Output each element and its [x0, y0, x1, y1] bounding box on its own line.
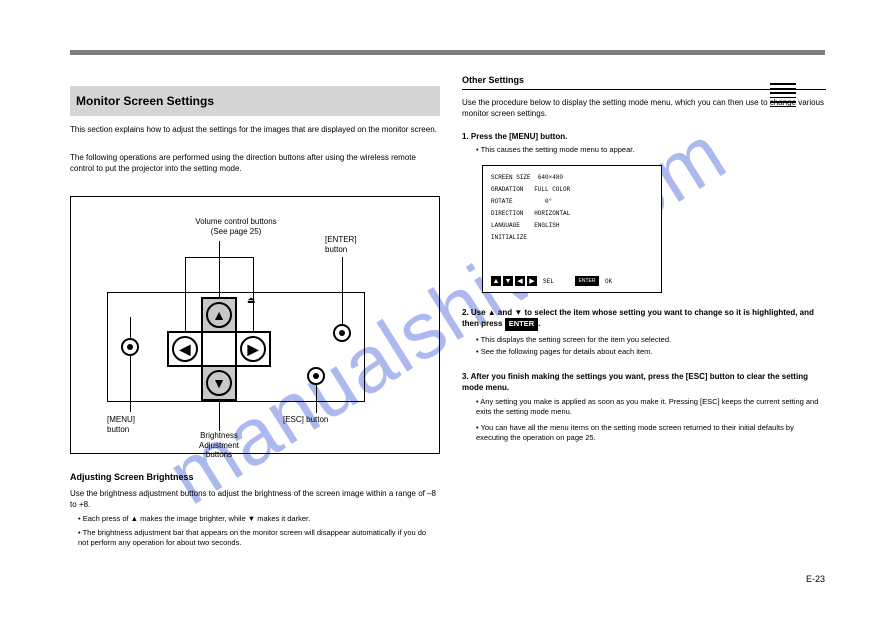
right-arrow-icon: ▶: [248, 342, 259, 356]
menu-enter-icon-wrap: ENTER: [575, 276, 599, 286]
menu-l2: GRADATION FULL COLOR: [491, 186, 570, 193]
brightness-body: Use the brightness adjustment buttons to…: [70, 488, 440, 510]
callout-esc: [ESC] button: [283, 415, 353, 425]
other-heading: Other Settings: [462, 75, 524, 85]
up-arrow-icon: ▲: [212, 308, 226, 322]
down-button: ▼: [201, 365, 237, 401]
menu-sel: SEL: [543, 278, 554, 285]
lead-up: [219, 241, 220, 297]
esc-dot: [307, 367, 325, 385]
callout-enter: [ENTER] button: [325, 235, 375, 254]
left-button: ◀: [167, 331, 203, 367]
menu-l5: LANGUAGE ENGLISH: [491, 222, 559, 229]
other-rule: [462, 89, 826, 90]
page-number: E-23: [806, 574, 825, 584]
step1-note: This causes the setting mode menu to app…: [481, 145, 635, 154]
intro-para-1: This section explains how to adjust the …: [70, 124, 440, 135]
enter-badge: ENTER: [505, 318, 538, 331]
callout-volume: Volume control buttons (See page 25): [171, 217, 301, 236]
brightness-heading: Adjusting Screen Brightness: [70, 472, 194, 482]
section-heading: Monitor Screen Settings: [76, 94, 214, 108]
menu-l3: ROTATE 0°: [491, 198, 552, 205]
top-divider: [70, 50, 825, 55]
step2-li1: This displays the setting screen for the…: [481, 335, 672, 344]
screen-down-icon: ▼: [503, 276, 513, 286]
intro-para-2: The following operations are performed u…: [70, 152, 440, 174]
lead-esc: [316, 385, 317, 413]
lead-right: [253, 257, 254, 331]
step3-li1: Any setting you make is applied as soon …: [476, 397, 818, 416]
remote-diagram: ▲ ▼ ◀ ▶ ⏏ Vo: [70, 196, 440, 454]
up-button: ▲: [201, 297, 237, 333]
down-arrow-icon: ▼: [212, 376, 226, 390]
step3: 3. After you finish making the settings …: [462, 371, 826, 393]
screen-enter-icon: ENTER: [575, 276, 599, 286]
screen-right-icon: ▶: [527, 276, 537, 286]
eject-icon: ⏏: [247, 295, 256, 306]
menu-dot: [121, 338, 139, 356]
lead-left: [185, 257, 186, 331]
callout-brightness: Brightness Adjustment buttons: [179, 431, 259, 460]
other-intro: Use the procedure below to display the s…: [462, 97, 826, 119]
menu-l6: INITIALIZE: [491, 234, 527, 241]
step2b: .: [538, 319, 540, 328]
screen-up-icon: ▲: [491, 276, 501, 286]
lead-menu-v: [130, 317, 131, 338]
step1: 1. Press the [MENU] button.: [462, 131, 826, 142]
lead-down: [219, 401, 220, 431]
menu-l1: SCREEN SIZE 640×480: [491, 174, 563, 181]
callout-menu: [MENU] button: [107, 415, 157, 434]
menu-screen: SCREEN SIZE 640×480 GRADATION FULL COLOR…: [482, 165, 662, 293]
brightness-li2: The brightness adjustment bar that appea…: [78, 528, 426, 547]
step2-li2: See the following pages for details abou…: [481, 347, 653, 356]
page-frame: Monitor Screen Settings This section exp…: [70, 50, 825, 580]
menu-l4: DIRECTION HORIZONTAL: [491, 210, 570, 217]
lead-menu-down: [130, 356, 131, 412]
brightness-li1: Each press of ▲ makes the image brighter…: [83, 514, 310, 523]
right-button: ▶: [235, 331, 271, 367]
step3-li2: You can have all the menu items on the s…: [476, 423, 794, 442]
lead-h-top: [185, 257, 253, 258]
left-arrow-icon: ◀: [180, 342, 191, 356]
menu-arrow-icons: ▲ ▼ ◀ ▶: [491, 276, 537, 286]
lead-enter: [342, 257, 343, 324]
enter-dot: [333, 324, 351, 342]
screen-left-icon: ◀: [515, 276, 525, 286]
section-heading-bar: Monitor Screen Settings: [70, 86, 440, 116]
menu-ok: OK: [605, 278, 612, 285]
